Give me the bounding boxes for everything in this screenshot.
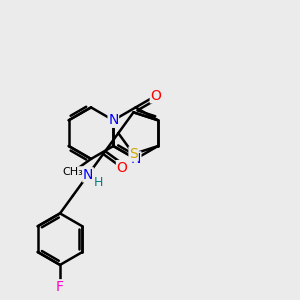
Text: N: N: [83, 168, 93, 182]
Text: O: O: [150, 89, 161, 103]
Text: H: H: [94, 176, 103, 189]
Text: CH₃: CH₃: [63, 167, 83, 177]
Text: N: N: [130, 152, 141, 166]
Text: S: S: [129, 147, 138, 161]
Text: F: F: [56, 280, 64, 294]
Text: N: N: [108, 113, 118, 127]
Text: O: O: [116, 160, 128, 175]
